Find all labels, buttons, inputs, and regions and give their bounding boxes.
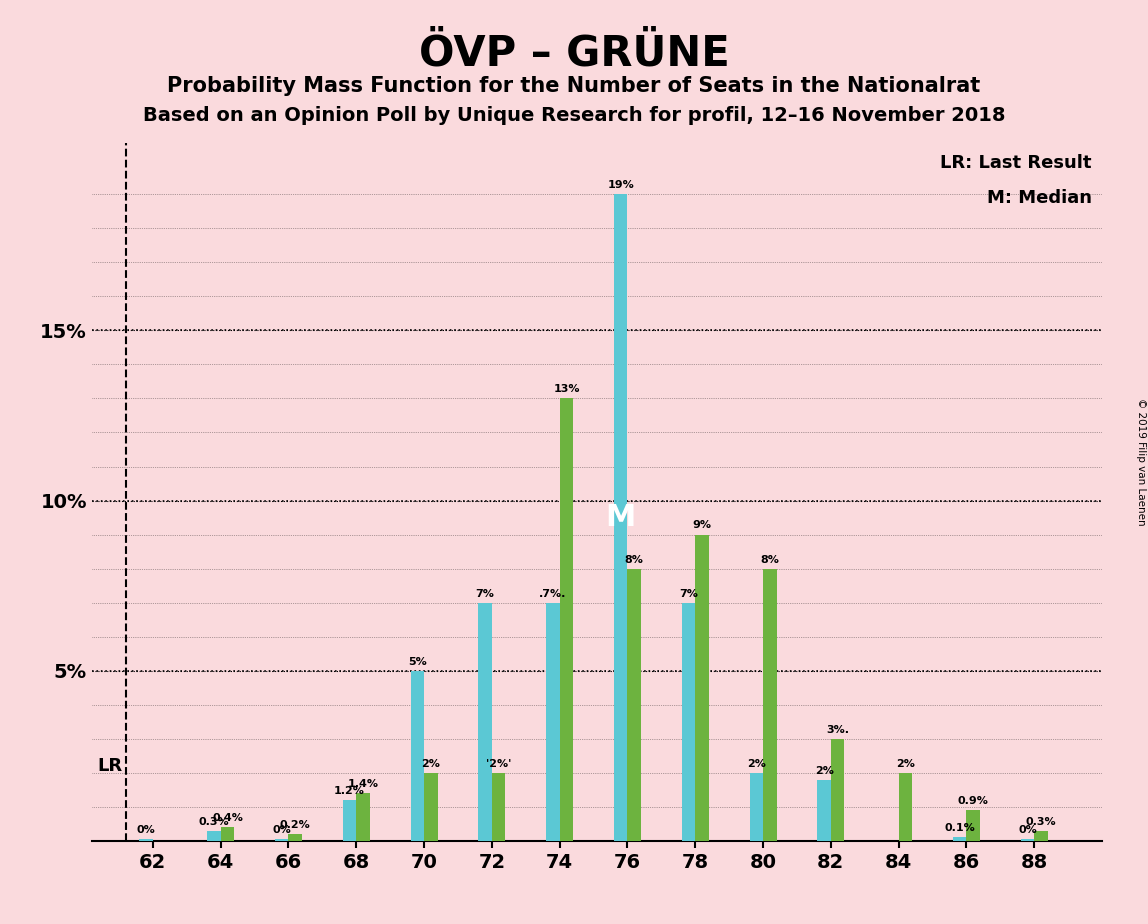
Text: 8%: 8% bbox=[760, 554, 779, 565]
Text: 13%: 13% bbox=[553, 384, 580, 395]
Bar bbox=[750, 772, 763, 841]
Bar bbox=[220, 827, 234, 841]
Text: 0.1%: 0.1% bbox=[945, 823, 975, 833]
Bar bbox=[560, 398, 573, 841]
Text: 0%: 0% bbox=[1018, 825, 1037, 835]
Bar bbox=[356, 793, 370, 841]
Text: 8%: 8% bbox=[625, 554, 644, 565]
Text: '2%': '2%' bbox=[486, 759, 511, 769]
Bar bbox=[763, 568, 777, 841]
Text: 2%: 2% bbox=[421, 759, 441, 769]
Bar bbox=[817, 780, 831, 841]
Text: 0.3%: 0.3% bbox=[1026, 817, 1056, 827]
Text: 9%: 9% bbox=[692, 520, 712, 530]
Text: LR: Last Result: LR: Last Result bbox=[940, 153, 1092, 172]
Bar bbox=[274, 839, 288, 841]
Bar bbox=[139, 839, 153, 841]
Text: 0.2%: 0.2% bbox=[280, 820, 311, 830]
Bar bbox=[696, 535, 708, 841]
Text: 2%: 2% bbox=[815, 765, 833, 775]
Text: Based on an Opinion Poll by Unique Research for profil, 12–16 November 2018: Based on an Opinion Poll by Unique Resea… bbox=[142, 106, 1006, 126]
Text: 1.4%: 1.4% bbox=[348, 779, 379, 789]
Text: 19%: 19% bbox=[607, 180, 634, 190]
Bar bbox=[479, 602, 491, 841]
Text: 0.4%: 0.4% bbox=[212, 813, 243, 823]
Text: 0.3%: 0.3% bbox=[199, 817, 230, 827]
Bar bbox=[682, 602, 696, 841]
Text: 7%: 7% bbox=[680, 589, 698, 599]
Bar bbox=[411, 671, 424, 841]
Bar bbox=[831, 739, 845, 841]
Bar bbox=[288, 834, 302, 841]
Text: ÖVP – GRÜNE: ÖVP – GRÜNE bbox=[419, 32, 729, 74]
Bar bbox=[424, 772, 437, 841]
Bar bbox=[491, 772, 505, 841]
Bar bbox=[628, 568, 641, 841]
Text: © 2019 Filip van Laenen: © 2019 Filip van Laenen bbox=[1135, 398, 1146, 526]
Bar bbox=[1021, 839, 1034, 841]
Bar bbox=[614, 194, 628, 841]
Bar bbox=[953, 837, 967, 841]
Bar bbox=[343, 800, 356, 841]
Bar bbox=[207, 831, 220, 841]
Text: 1.2%: 1.2% bbox=[334, 786, 365, 796]
Text: LR: LR bbox=[98, 757, 123, 775]
Text: .7%.: .7%. bbox=[540, 589, 567, 599]
Text: 0%: 0% bbox=[137, 825, 155, 835]
Text: 0.9%: 0.9% bbox=[957, 796, 988, 806]
Bar bbox=[1034, 831, 1048, 841]
Text: 5%: 5% bbox=[408, 657, 427, 666]
Bar bbox=[967, 810, 980, 841]
Text: 3%.: 3%. bbox=[827, 724, 850, 735]
Text: M: M bbox=[605, 503, 636, 532]
Text: 7%: 7% bbox=[475, 589, 495, 599]
Text: Probability Mass Function for the Number of Seats in the Nationalrat: Probability Mass Function for the Number… bbox=[168, 76, 980, 96]
Text: 2%: 2% bbox=[897, 759, 915, 769]
Text: 2%: 2% bbox=[747, 759, 766, 769]
Bar bbox=[899, 772, 913, 841]
Text: M: Median: M: Median bbox=[987, 188, 1092, 207]
Text: 0%: 0% bbox=[272, 825, 292, 835]
Bar bbox=[546, 602, 560, 841]
